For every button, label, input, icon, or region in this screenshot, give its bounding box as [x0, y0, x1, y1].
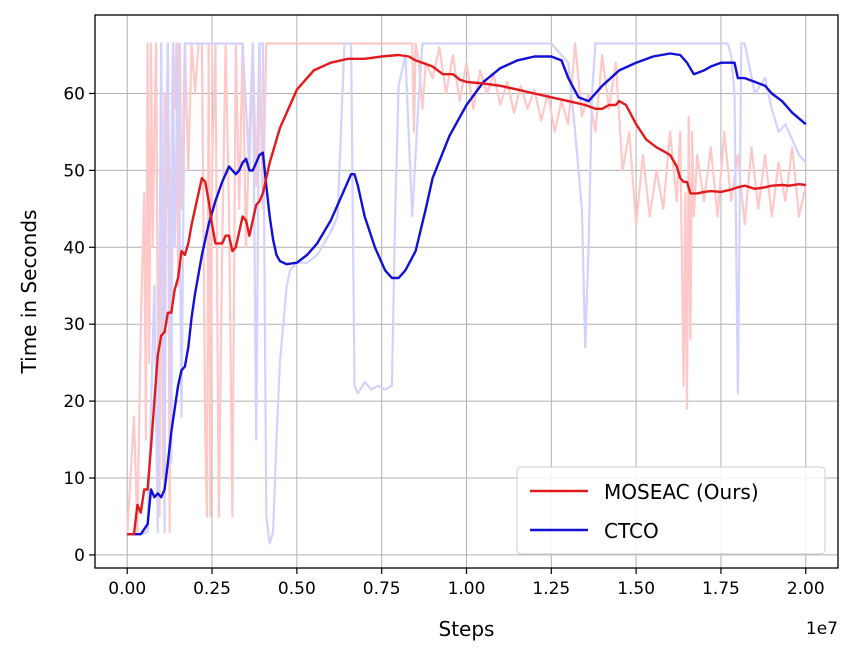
- x-tick-label: 1.00: [448, 579, 486, 599]
- raw-series-layer: [126, 42, 807, 545]
- legend-box: [516, 466, 826, 555]
- y-tick-label: 30: [63, 315, 85, 335]
- x-tick-label: 0.50: [278, 579, 316, 599]
- legend: MOSEAC (Ours) CTCO: [516, 466, 826, 555]
- y-tick-label: 10: [63, 469, 85, 489]
- x-tick-label: 1.50: [617, 579, 655, 599]
- x-axis-offset-label: 1e7: [806, 619, 838, 639]
- y-tick-label: 0: [74, 546, 85, 566]
- x-tick-label: 0.75: [363, 579, 401, 599]
- x-axis-label: Steps: [439, 617, 495, 641]
- y-axis: 0 10 20 30 40 50 60: [63, 84, 95, 566]
- y-tick-label: 40: [63, 238, 85, 258]
- legend-label-ctco: CTCO: [604, 519, 659, 543]
- x-tick-label: 0.00: [108, 579, 146, 599]
- y-tick-label: 50: [63, 161, 85, 181]
- y-tick-label: 60: [63, 84, 85, 104]
- series-line-moseac: [127, 53, 806, 536]
- legend-label-moseac: MOSEAC (Ours): [604, 480, 759, 504]
- series-layer: [127, 52, 807, 536]
- x-tick-label: 2.00: [787, 579, 825, 599]
- y-tick-label: 20: [63, 392, 85, 412]
- raw-series-line-ctco: [127, 42, 807, 545]
- x-tick-label: 1.25: [532, 579, 570, 599]
- x-tick-label: 0.25: [193, 579, 231, 599]
- series-line-ctco: [127, 52, 807, 536]
- x-tick-label: 1.75: [702, 579, 740, 599]
- x-axis: 0.00 0.25 0.50 0.75 1.00 1.25 1.50 1.75 2.00: [108, 568, 825, 599]
- y-axis-label: Time in Seconds: [17, 210, 41, 375]
